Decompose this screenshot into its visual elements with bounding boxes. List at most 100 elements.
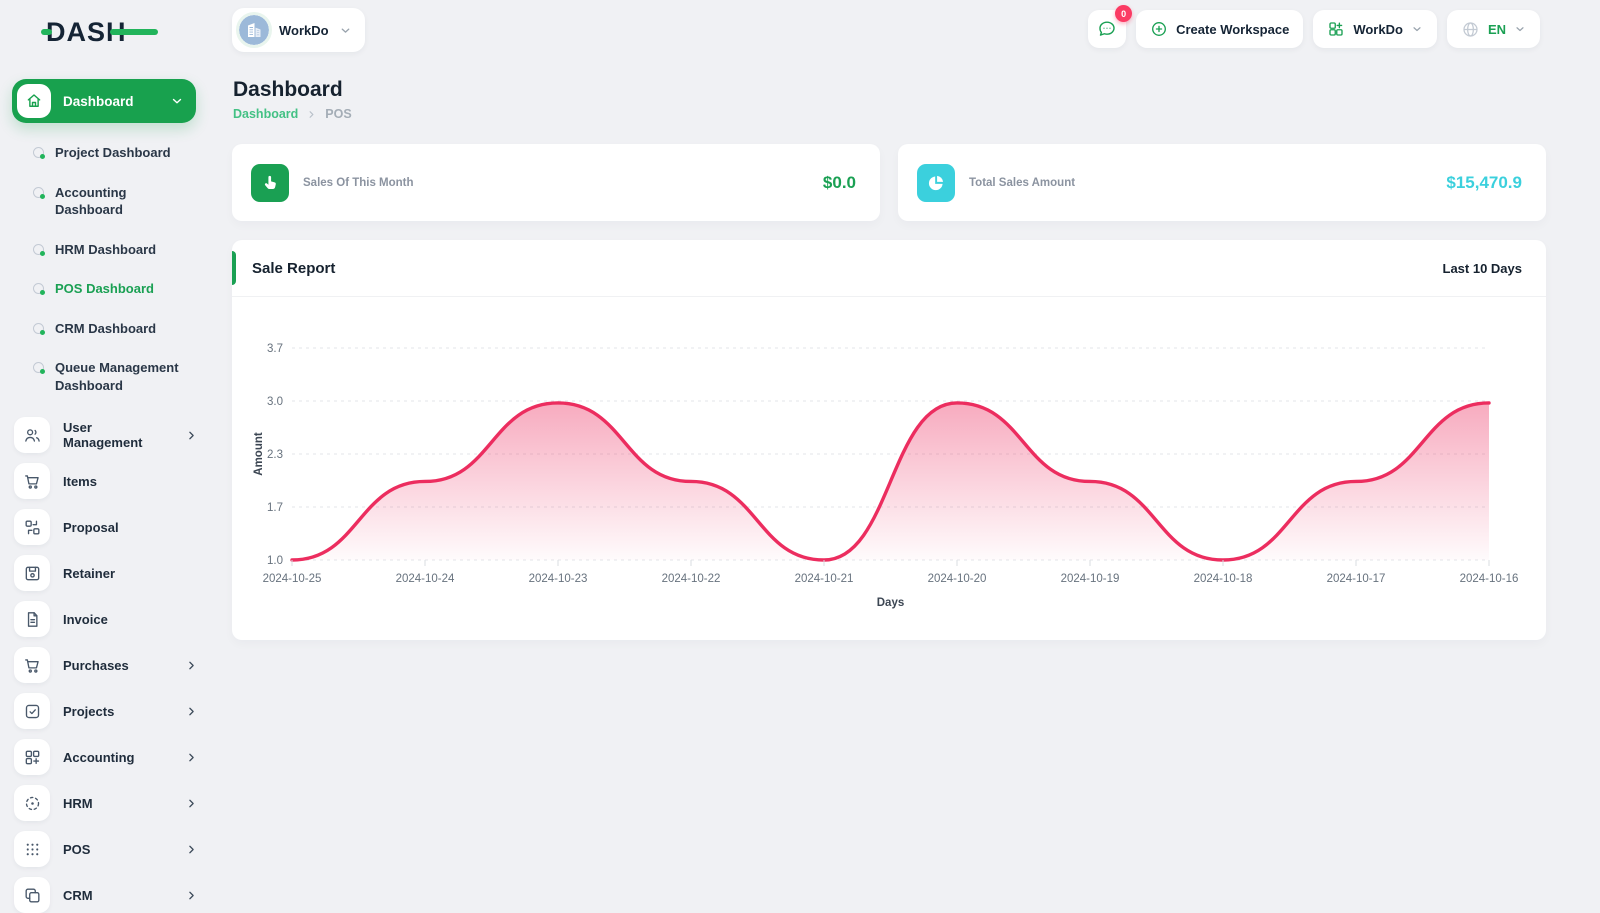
circle-bullet-icon xyxy=(33,362,45,375)
sidebar-item-label: Proposal xyxy=(63,519,119,535)
sidebar-subitem-hrm-dashboard[interactable]: HRM Dashboard xyxy=(12,230,222,270)
svg-text:3.0: 3.0 xyxy=(267,396,283,408)
svg-text:1.7: 1.7 xyxy=(267,502,283,514)
workdo-menu-label: WorkDo xyxy=(1353,21,1403,37)
hand-pointer-icon xyxy=(251,163,289,202)
sidebar-item-label: CRM xyxy=(63,887,93,903)
chevron-down-icon xyxy=(170,94,184,108)
sidebar-subitem-label: Accounting Dashboard xyxy=(55,184,127,218)
home-icon xyxy=(17,84,51,118)
svg-text:2.3: 2.3 xyxy=(267,449,283,461)
sidebar-item-label: User Management xyxy=(63,420,143,451)
sidebar-item-label: POS xyxy=(63,841,91,857)
sidebar-subitem-project-dashboard[interactable]: Project Dashboard xyxy=(12,133,222,173)
sidebar-item-pos[interactable]: POS xyxy=(12,831,222,868)
sidebar-subitem-accounting-dashboard[interactable]: Accounting Dashboard xyxy=(12,173,222,230)
pos-icon xyxy=(14,831,50,868)
sidebar-item-label: Retainer xyxy=(63,565,116,581)
sidebar-subitem-crm-dashboard[interactable]: CRM Dashboard xyxy=(12,309,222,349)
chevron-down-icon xyxy=(1514,23,1526,35)
chevron-right-icon xyxy=(185,889,198,902)
circle-bullet-icon xyxy=(33,186,45,199)
chevron-right-icon xyxy=(185,429,198,442)
sidebar-subitem-label: CRM Dashboard xyxy=(55,320,157,336)
sidebar-item-label: Purchases xyxy=(63,657,129,673)
app-logo[interactable]: DASH xyxy=(41,16,164,48)
sidebar-item-dashboard[interactable]: Dashboard xyxy=(12,79,196,123)
sidebar-item-user-management[interactable]: User Management xyxy=(12,417,222,454)
globe-icon xyxy=(1461,20,1480,39)
svg-text:2024-10-17: 2024-10-17 xyxy=(1327,573,1386,585)
sidebar-item-label: Dashboard xyxy=(63,93,134,109)
accounting-icon xyxy=(14,739,50,776)
chevron-right-icon xyxy=(185,659,198,672)
sidebar-menu: User Management Items Proposal Retainer Invo… xyxy=(12,417,222,913)
workdo-menu-button[interactable]: WorkDo xyxy=(1313,10,1437,48)
stat-card-total-sales-amount: Total Sales Amount $15,470.9 xyxy=(898,144,1546,221)
chevron-down-icon xyxy=(1411,23,1423,35)
chart-period: Last 10 Days xyxy=(1442,260,1523,276)
chevron-right-icon xyxy=(306,109,317,120)
svg-text:2024-10-18: 2024-10-18 xyxy=(1194,573,1253,585)
sidebar-subitem-label: POS Dashboard xyxy=(55,281,154,297)
workspace-name: WorkDo xyxy=(279,22,329,38)
svg-text:2024-10-22: 2024-10-22 xyxy=(662,573,721,585)
invoice-icon xyxy=(14,601,50,638)
sidebar-subitem-pos-dashboard[interactable]: POS Dashboard xyxy=(12,269,222,309)
projects-icon xyxy=(14,693,50,730)
sale-report-chart: 1.0 1.7 2.3 3.0 3.7 2024-10-25 2024-10-24 2024-… xyxy=(232,297,1546,641)
sale-report-card: Sale Report Last 10 Days 1.0 1.7 2.3 3.0 3.7… xyxy=(232,240,1546,640)
stat-value: $15,470.9 xyxy=(1446,172,1522,192)
sidebar-item-crm[interactable]: CRM xyxy=(12,877,222,913)
sidebar-subitem-label: Project Dashboard xyxy=(55,145,171,160)
chevron-right-icon xyxy=(185,843,198,856)
stat-card-sales-of-this-month: Sales Of This Month $0.0 xyxy=(232,144,880,221)
sale-report-header: Sale Report Last 10 Days xyxy=(232,240,1546,297)
svg-text:2024-10-21: 2024-10-21 xyxy=(795,573,854,585)
pie-chart-icon xyxy=(917,163,955,202)
sidebar-item-projects[interactable]: Projects xyxy=(12,693,222,730)
chevron-right-icon xyxy=(185,705,198,718)
sidebar-item-hrm[interactable]: HRM xyxy=(12,785,222,822)
sidebar-item-label: Accounting xyxy=(63,749,135,765)
crm-icon xyxy=(14,877,50,913)
sidebar-item-invoice[interactable]: Invoice xyxy=(12,601,222,638)
circle-bullet-icon xyxy=(33,243,45,256)
svg-text:2024-10-23: 2024-10-23 xyxy=(529,573,588,585)
sidebar-item-retainer[interactable]: Retainer xyxy=(12,555,222,592)
sidebar-subitem-queue-management-dashboard[interactable]: Queue Management Dashboard xyxy=(12,348,222,405)
sidebar-item-label: Items xyxy=(63,473,97,489)
circle-bullet-icon xyxy=(33,322,45,335)
svg-text:1.0: 1.0 xyxy=(267,555,283,567)
sidebar-item-items[interactable]: Items xyxy=(12,463,222,500)
cart-icon xyxy=(14,647,50,684)
workspace-switcher[interactable]: WorkDo xyxy=(232,8,365,52)
sidebar-item-purchases[interactable]: Purchases xyxy=(12,647,222,684)
svg-text:Amount: Amount xyxy=(253,432,265,476)
svg-text:2024-10-24: 2024-10-24 xyxy=(396,573,455,585)
breadcrumb-link-dashboard[interactable]: Dashboard xyxy=(233,107,299,121)
retainer-icon xyxy=(14,555,50,592)
stat-label: Total Sales Amount xyxy=(969,176,1076,189)
circle-bullet-icon xyxy=(33,283,45,296)
circle-bullet-icon xyxy=(33,147,45,159)
language-label: EN xyxy=(1487,21,1506,37)
svg-text:2024-10-16: 2024-10-16 xyxy=(1460,573,1519,585)
sidebar-item-label: Invoice xyxy=(63,611,108,627)
messages-button[interactable]: 0 xyxy=(1088,5,1133,48)
topbar-actions: 0 Create Workspace WorkDo EN xyxy=(1088,5,1540,48)
workspace-avatar xyxy=(236,12,272,48)
stat-cards: Sales Of This Month $0.0 Total Sales Amo… xyxy=(232,144,1546,221)
create-workspace-button[interactable]: Create Workspace xyxy=(1136,10,1304,48)
breadcrumb: Dashboard POS xyxy=(233,107,352,121)
stat-value: $0.0 xyxy=(822,172,856,192)
svg-text:Days: Days xyxy=(877,597,905,609)
sidebar: DASH Dashboard Project Dashboard Accounti… xyxy=(0,0,222,913)
language-selector[interactable]: EN xyxy=(1446,10,1540,48)
grid-plus-icon xyxy=(1327,20,1345,38)
sidebar-subitem-label: Queue Management Dashboard xyxy=(55,360,179,393)
chevron-down-icon xyxy=(339,24,352,37)
users-icon xyxy=(14,417,50,454)
sidebar-item-proposal[interactable]: Proposal xyxy=(12,509,222,546)
sidebar-item-accounting[interactable]: Accounting xyxy=(12,739,222,776)
